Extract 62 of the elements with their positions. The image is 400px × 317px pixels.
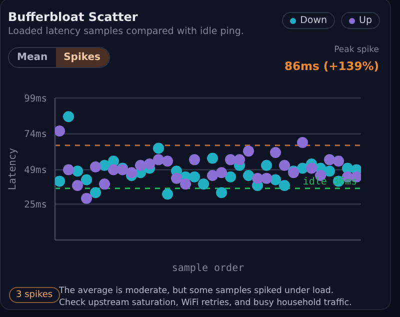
point [261,160,272,171]
point [162,188,173,200]
point [153,154,164,166]
ref-line-label: idle 36ms [302,176,357,188]
text: Spikes [56,48,109,67]
point [216,167,227,178]
x-axis-title: sample order [172,263,244,274]
point [108,164,119,176]
text: Peak spike [334,45,379,55]
point [207,152,218,164]
point [90,161,101,172]
point [153,142,164,154]
point [72,166,83,177]
y-axis-title: Latency [8,148,19,190]
point [225,154,236,166]
point [216,187,227,198]
point [63,111,74,122]
point [180,178,191,190]
point [55,176,65,187]
point [270,147,281,158]
point [171,172,182,184]
point [81,192,92,204]
point [243,146,254,157]
point [135,160,146,171]
point [297,136,308,148]
y-tick-label: 99ms [24,93,47,104]
chart-subtitle: Loaded latency samples compared with idle ping. [8,26,244,37]
point [324,166,335,177]
point [126,167,137,178]
point [234,154,245,166]
point [189,154,200,166]
point [55,125,65,136]
point [198,178,209,190]
point [72,180,83,191]
point [144,158,155,170]
point [99,178,110,190]
text: 3 spikes [9,287,60,303]
point [243,170,254,181]
point [189,171,200,182]
y-tick-label: 49ms [24,165,47,176]
legend-label: Down [282,12,336,29]
legend-label: Up [341,12,380,29]
point [279,160,290,171]
point [270,174,281,186]
point [81,174,92,186]
text: 86ms (+139%) [284,59,379,73]
y-tick-label: 74ms [24,129,47,140]
point [162,156,173,167]
point [252,172,263,184]
point [90,187,101,198]
text: The average is moderate, but some samples spiked under load. Check upstream saturation, WiFi retries, and busy household traffic. [59,285,353,309]
point [261,172,272,184]
point [63,164,74,176]
text: Mean [16,51,49,65]
chart-title: Bufferbloat Scatter [8,10,138,24]
point [324,154,335,166]
point [306,162,317,174]
point [207,170,218,181]
y-tick-label: 25ms [24,200,47,211]
point [333,156,344,167]
point [279,180,290,191]
point [225,171,236,182]
